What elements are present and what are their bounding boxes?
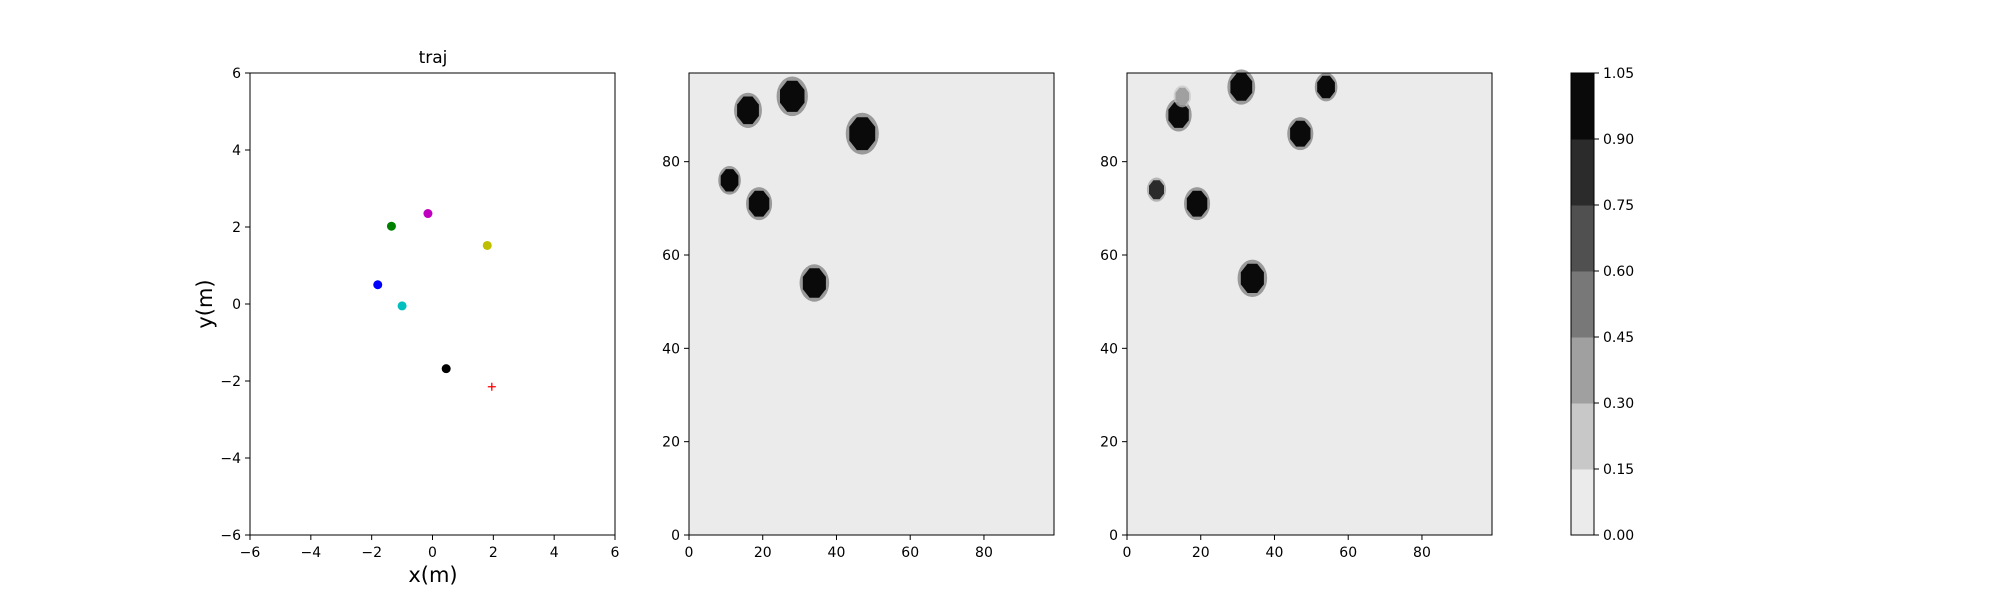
plot-area (249, 72, 616, 536)
y-tick-label: 20 (1100, 435, 1118, 451)
x-axis-ticks: −6 −4 −2 0 2 4 6 (240, 535, 620, 561)
map-panel-1: 0 20 40 60 80 0 20 40 60 80 (662, 72, 1055, 561)
occupancy-blob (1230, 73, 1253, 101)
colorbar-band (1571, 337, 1594, 404)
y-tick-label: 0 (232, 297, 241, 313)
occupancy-blob (1168, 102, 1189, 128)
occupancy-blob (1317, 75, 1335, 99)
y-tick-label: 40 (1100, 341, 1118, 357)
y-axis-ticks: −6 −4 −2 0 2 4 6 (220, 66, 250, 544)
y-tick-label: 0 (671, 528, 680, 544)
colorbar-tick-label: 0.60 (1603, 264, 1634, 280)
y-tick-label: −2 (220, 374, 241, 390)
y-axis-ticks: 0 20 40 60 80 (1100, 155, 1127, 544)
trajectory-point (423, 209, 433, 219)
colorbar-tick-label: 1.05 (1603, 66, 1634, 82)
colorbar: 0.00 0.15 0.30 0.45 0.60 0.75 0.90 1.05 (1570, 66, 1634, 544)
occupancy-blob (780, 80, 805, 112)
y-tick-label: 80 (1100, 155, 1118, 171)
colorbar-tick-label: 0.15 (1603, 462, 1634, 478)
occupancy-blob (1240, 263, 1264, 293)
colorbar-band (1571, 73, 1594, 140)
x-tick-label: −2 (361, 545, 382, 561)
x-tick-label: −4 (301, 545, 322, 561)
occupancy-blob (1186, 190, 1208, 217)
colorbar-tick-label: 0.00 (1603, 528, 1634, 544)
map-frame (1126, 72, 1493, 536)
x-tick-label: −6 (240, 545, 261, 561)
x-tick-label: 60 (901, 545, 919, 561)
occupancy-blobs (1146, 69, 1338, 298)
colorbar-frame (1570, 72, 1595, 536)
occupancy-blob (720, 169, 739, 192)
colorbar-tick-label: 0.45 (1603, 330, 1634, 346)
trajectory-point (373, 280, 383, 290)
x-tick-label: 20 (1192, 545, 1210, 561)
x-axis-label: x(m) (408, 563, 457, 587)
map-frame (688, 72, 1055, 536)
y-tick-label: 60 (1100, 248, 1118, 264)
colorbar-tick-label: 0.75 (1603, 198, 1634, 214)
colorbar-bands (1571, 73, 1594, 536)
y-axis-ticks: 0 20 40 60 80 (662, 155, 689, 544)
occupancy-blobs (718, 76, 879, 302)
y-tick-label: 40 (662, 341, 680, 357)
colorbar-band (1571, 271, 1594, 338)
traj-panel: traj −6 −4 −2 0 2 4 6 −6 −4 −2 0 2 4 6 x(m) y(m) (193, 48, 620, 587)
trajectory-point (441, 364, 451, 374)
y-tick-label: 80 (662, 155, 680, 171)
x-tick-label: 60 (1339, 545, 1357, 561)
occupancy-blob (1175, 87, 1190, 105)
goal-marker (487, 382, 496, 391)
occupancy-blob (737, 96, 759, 125)
colorbar-band (1571, 139, 1594, 206)
x-tick-label: 4 (550, 545, 559, 561)
x-tick-label: 0 (685, 545, 694, 561)
trajectory-point (397, 301, 407, 311)
x-tick-label: 6 (611, 545, 620, 561)
occupancy-blob (1290, 120, 1311, 147)
x-tick-label: 40 (828, 545, 846, 561)
x-tick-label: 40 (1266, 545, 1284, 561)
y-tick-label: 0 (1109, 528, 1118, 544)
trajectory-point (386, 221, 396, 231)
y-tick-label: 20 (662, 435, 680, 451)
trajectory-point (482, 240, 492, 250)
occupancy-blob (802, 268, 826, 298)
occupancy-blob (1149, 180, 1164, 200)
occupancy-blob (748, 190, 770, 217)
map-panel-2: 0 20 40 60 80 0 20 40 60 80 (1100, 69, 1493, 561)
colorbar-tick-label: 0.90 (1603, 132, 1634, 148)
y-tick-label: 60 (662, 248, 680, 264)
x-tick-label: 20 (754, 545, 772, 561)
y-axis-label: y(m) (193, 279, 217, 328)
y-tick-label: 4 (232, 143, 241, 159)
map-background (1126, 72, 1493, 536)
colorbar-band (1571, 205, 1594, 272)
x-tick-label: 80 (1413, 545, 1431, 561)
x-axis-ticks: 0 20 40 60 80 (685, 535, 993, 561)
colorbar-band (1571, 469, 1594, 536)
x-tick-label: 80 (975, 545, 993, 561)
y-tick-label: −4 (220, 451, 241, 467)
colorbar-ticks: 0.00 0.15 0.30 0.45 0.60 0.75 0.90 1.05 (1594, 66, 1634, 544)
colorbar-band (1571, 403, 1594, 470)
y-tick-label: 6 (232, 66, 241, 82)
x-tick-label: 0 (428, 545, 437, 561)
occupancy-blob (849, 117, 876, 151)
x-tick-label: 0 (1123, 545, 1132, 561)
colorbar-tick-label: 0.30 (1603, 396, 1634, 412)
x-axis-ticks: 0 20 40 60 80 (1123, 535, 1431, 561)
y-tick-label: 2 (232, 220, 241, 236)
trajectory-points (373, 209, 496, 391)
chart-title: traj (419, 48, 448, 68)
y-tick-label: −6 (220, 528, 241, 544)
x-tick-label: 2 (489, 545, 498, 561)
